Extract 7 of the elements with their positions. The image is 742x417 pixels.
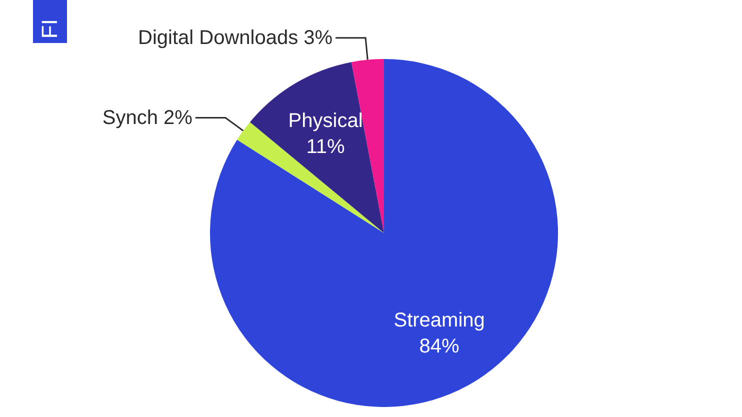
slice-label: Digital Downloads 3% — [138, 26, 333, 49]
slice-label: Physical — [288, 110, 363, 132]
data-label: 11% — [306, 136, 346, 158]
slice-label: Streaming — [394, 310, 485, 332]
tab: FI — [33, 0, 67, 43]
slice-label: Synch 2% — [102, 106, 193, 129]
data-label: 84% — [419, 336, 460, 358]
